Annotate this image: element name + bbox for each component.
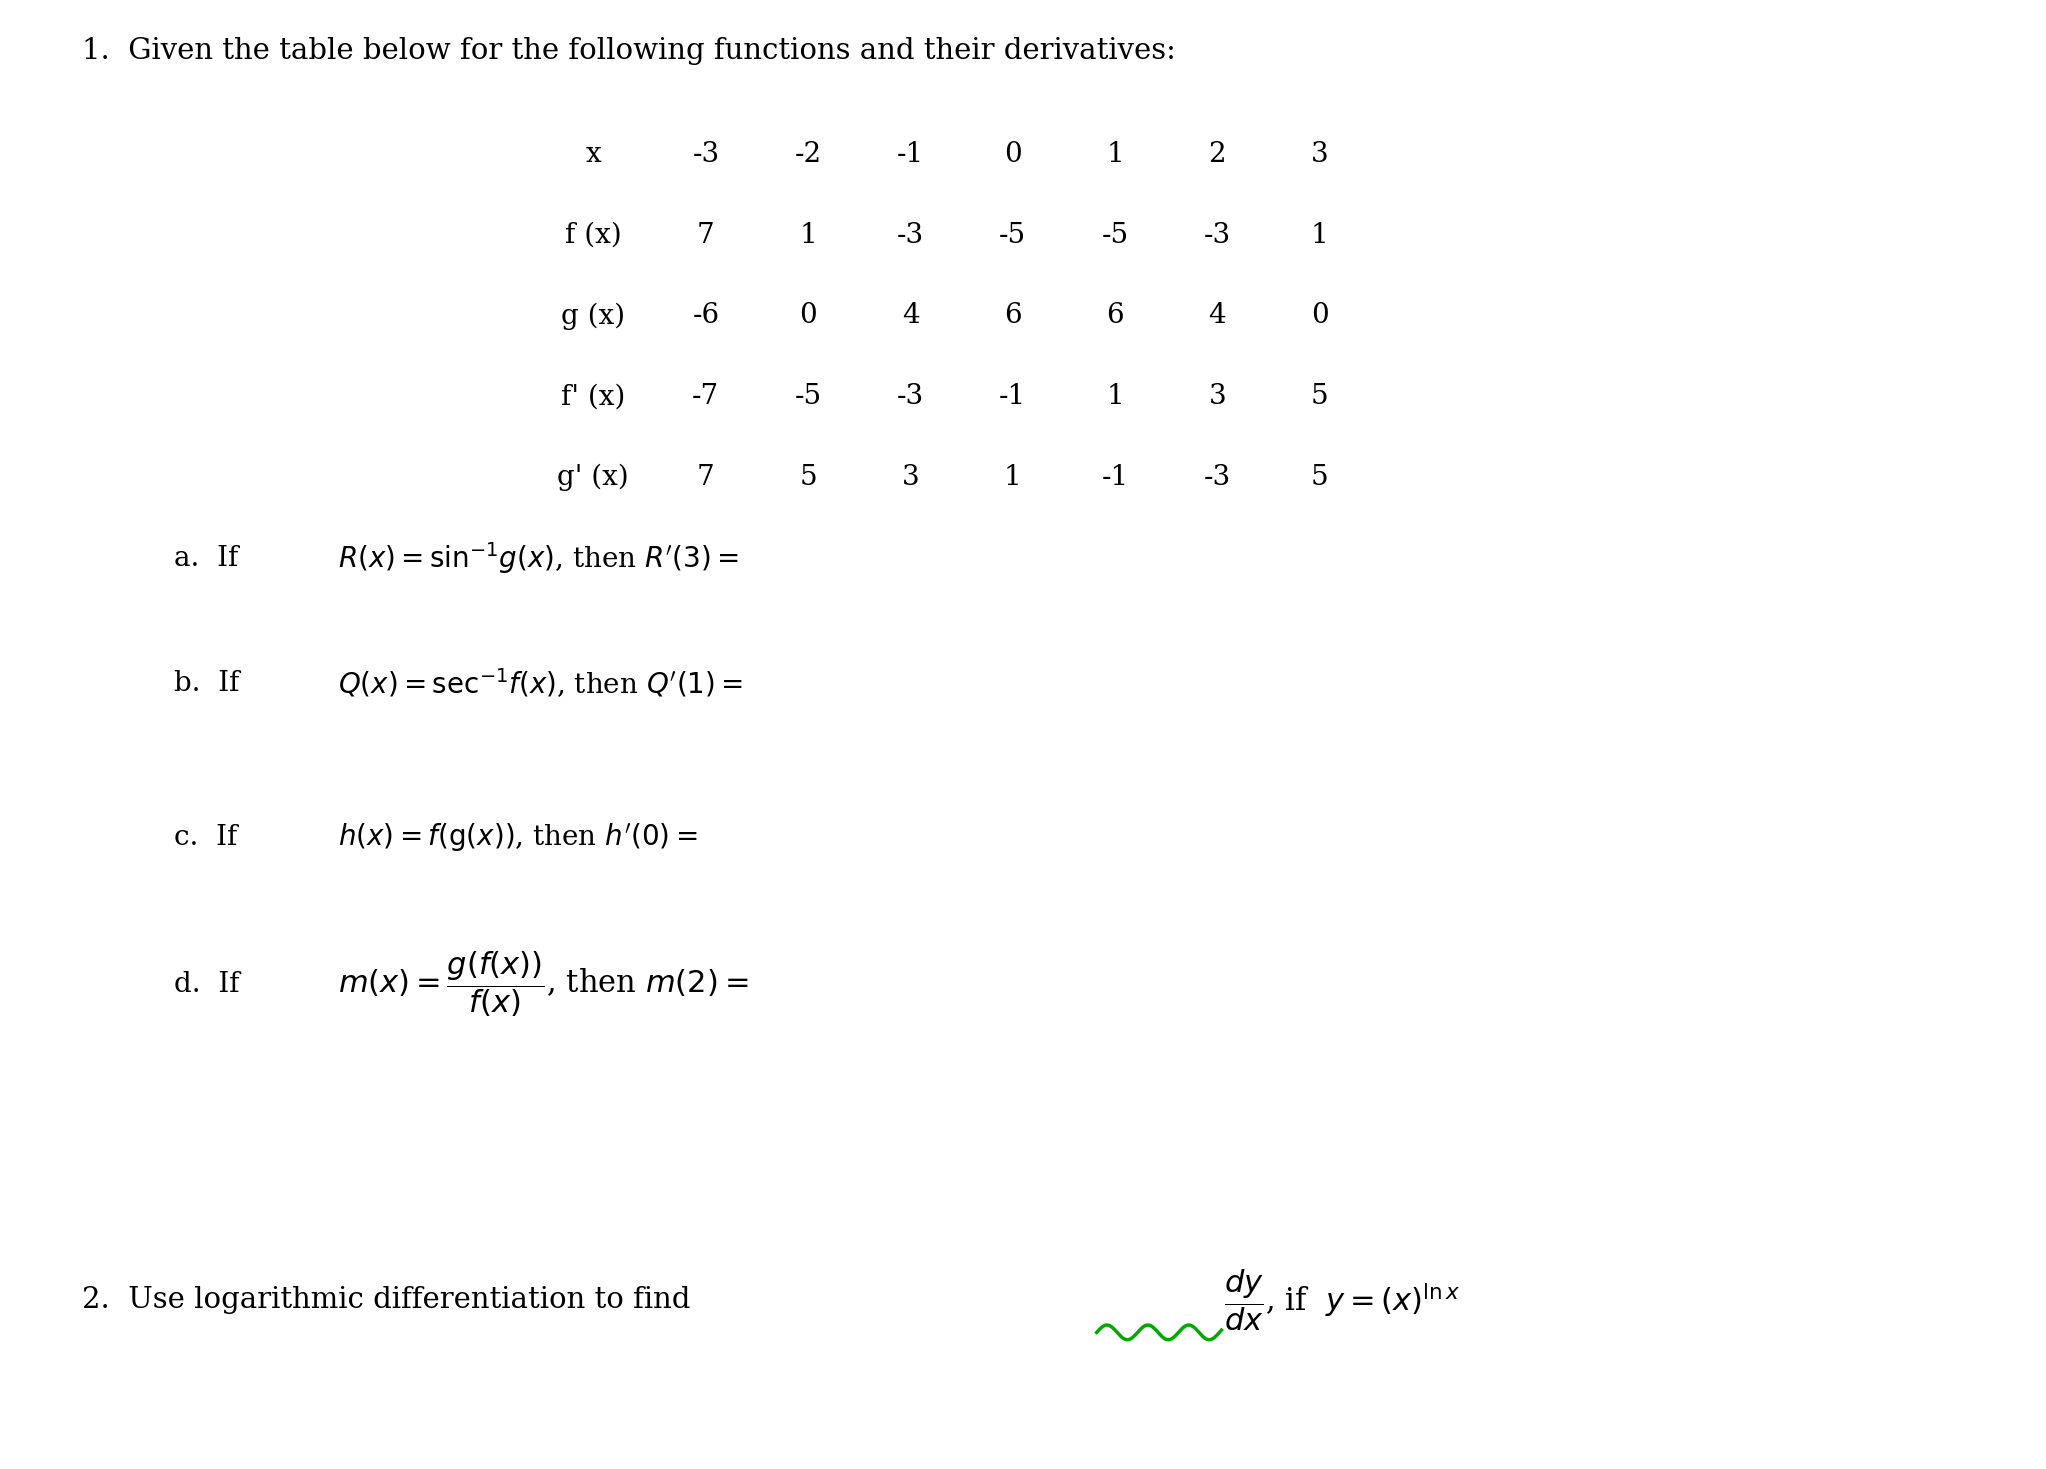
Text: 1: 1 <box>1107 383 1123 410</box>
Text: 3: 3 <box>1311 141 1328 167</box>
Text: -1: -1 <box>896 141 925 167</box>
Text: g (x): g (x) <box>561 303 626 329</box>
Text: -3: -3 <box>896 222 925 248</box>
Text: 5: 5 <box>1311 464 1328 491</box>
Text: 1.  Given the table below for the following functions and their derivatives:: 1. Given the table below for the followi… <box>82 37 1176 66</box>
Text: -5: -5 <box>998 222 1027 248</box>
Text: -1: -1 <box>998 383 1027 410</box>
Text: c.  If: c. If <box>174 824 256 851</box>
Text: f (x): f (x) <box>565 222 622 248</box>
Text: $m(x) = \dfrac{g(f(x))}{f(x)}$, then $m(2) =$: $m(x) = \dfrac{g(f(x))}{f(x)}$, then $m(… <box>338 949 749 1019</box>
Text: x: x <box>585 141 602 167</box>
Text: 3: 3 <box>902 464 919 491</box>
Text: -3: -3 <box>692 141 720 167</box>
Text: 1: 1 <box>1005 464 1021 491</box>
Text: a.  If: a. If <box>174 545 256 571</box>
Text: $\dfrac{dy}{dx}$, if  $y = (x)^{\ln x}$: $\dfrac{dy}{dx}$, if $y = (x)^{\ln x}$ <box>1224 1268 1461 1332</box>
Text: 1: 1 <box>1107 141 1123 167</box>
Text: b.  If: b. If <box>174 670 258 696</box>
Text: 6: 6 <box>1005 303 1021 329</box>
Text: -5: -5 <box>1101 222 1129 248</box>
Text: 4: 4 <box>902 303 919 329</box>
Text: f' (x): f' (x) <box>561 383 626 410</box>
Text: 2.  Use logarithmic differentiation to find: 2. Use logarithmic differentiation to fi… <box>82 1285 708 1315</box>
Text: 5: 5 <box>800 464 816 491</box>
Text: $h(x) = f(\mathrm{g}(x))$, then $h'(0) =$: $h(x) = f(\mathrm{g}(x))$, then $h'(0) =… <box>338 821 698 853</box>
Text: d.  If: d. If <box>174 971 258 997</box>
Text: -3: -3 <box>1203 464 1232 491</box>
Text: 5: 5 <box>1311 383 1328 410</box>
Text: g' (x): g' (x) <box>557 464 630 491</box>
Text: -3: -3 <box>896 383 925 410</box>
Text: -7: -7 <box>692 383 720 410</box>
Text: -3: -3 <box>1203 222 1232 248</box>
Text: 1: 1 <box>1311 222 1328 248</box>
Text: 7: 7 <box>698 222 714 248</box>
Text: 4: 4 <box>1209 303 1226 329</box>
Text: 0: 0 <box>1311 303 1328 329</box>
Text: 0: 0 <box>1005 141 1021 167</box>
Text: 2: 2 <box>1209 141 1226 167</box>
Text: -5: -5 <box>794 383 822 410</box>
Text: 3: 3 <box>1209 383 1226 410</box>
Text: 0: 0 <box>800 303 816 329</box>
Text: 1: 1 <box>800 222 816 248</box>
Text: -2: -2 <box>794 141 822 167</box>
Text: -1: -1 <box>1101 464 1129 491</box>
Text: 6: 6 <box>1107 303 1123 329</box>
Text: 7: 7 <box>698 464 714 491</box>
Text: $Q(x) = \sec^{-1}\!f(x)$, then $Q'(1) =$: $Q(x) = \sec^{-1}\!f(x)$, then $Q'(1) =$ <box>338 667 743 699</box>
Text: $R(x) = \sin^{-1}\!g(x)$, then $R'(3) =$: $R(x) = \sin^{-1}\!g(x)$, then $R'(3) =$ <box>338 541 739 576</box>
Text: -6: -6 <box>692 303 720 329</box>
